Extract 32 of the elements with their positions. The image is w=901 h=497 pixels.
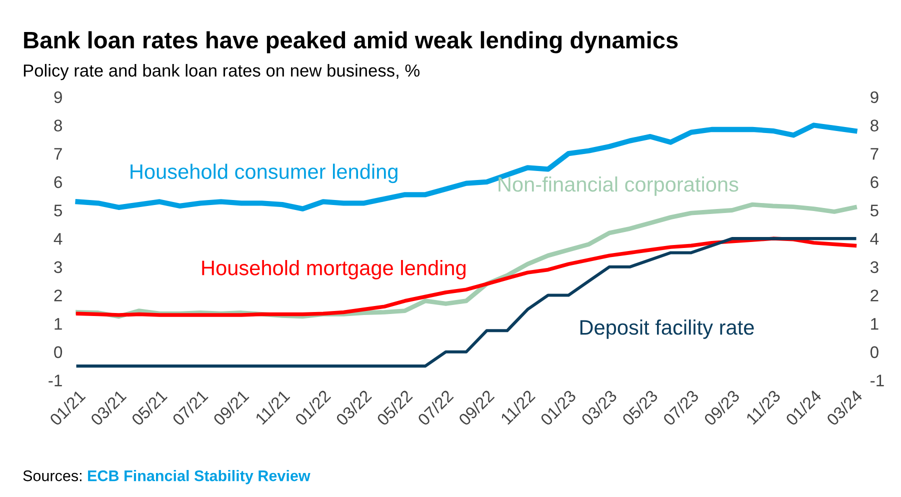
y-tick-label: -1 [48,374,62,386]
y2-tick-label: 8 [870,120,878,132]
y2-tick-label: 2 [870,290,878,302]
source-note: Sources: [23,470,82,482]
y-tick-label: 2 [54,290,62,302]
y2-tick-label: 9 [870,91,878,104]
y2-tick-label: 0 [870,346,878,358]
y-tick-label: 5 [54,204,62,216]
y2-tick-label: 7 [870,148,878,160]
series-label: Non-financial corporations [498,176,738,196]
chart-subtitle: Policy rate and bank loan rates on new business, % [24,64,420,80]
y2-tick-label: 6 [870,176,878,188]
y-tick-label: 1 [54,318,62,330]
y2-tick-label: 3 [870,261,878,274]
y-tick-label: 7 [54,148,62,160]
text: ECB Financial Stability Review [88,470,310,484]
chart-title: Bank loan rates have peaked amid weak lending dynamics [24,31,678,54]
y2-tick-label: 4 [870,233,879,245]
y-tick-label: 8 [54,120,62,132]
y-tick-label: 4 [54,233,62,245]
y-tick-label: 3 [54,261,62,274]
y2-tick-label: 1 [871,318,878,330]
series-label: Household consumer lending [130,164,398,184]
series-label: Household mortgage lending [202,260,466,280]
line-series [76,236,857,317]
y-tick-label: 6 [54,176,62,188]
series-label: Deposit facility rate [580,320,754,339]
y-tick-label: 0 [54,346,62,358]
line-series [76,237,856,368]
y-tick-label: 9 [54,91,62,104]
y2-tick-label: -1 [870,374,884,386]
y2-tick-label: 5 [870,204,878,216]
